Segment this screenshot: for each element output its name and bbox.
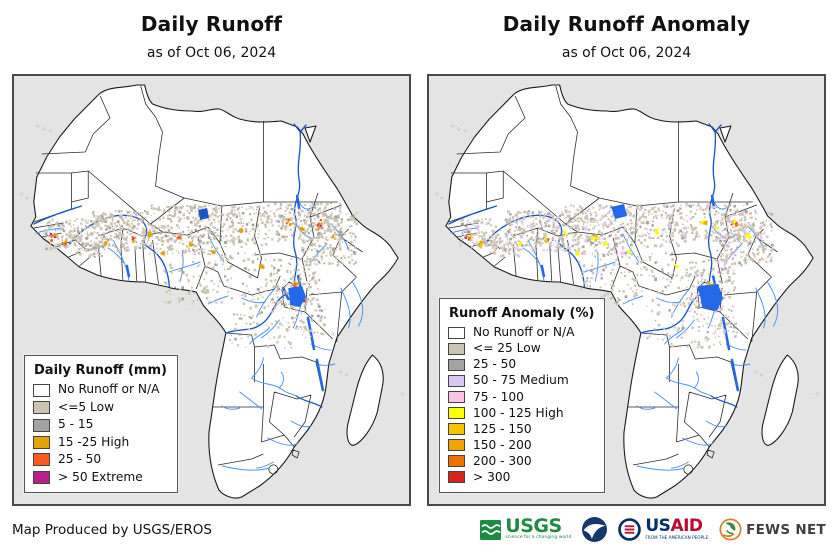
legend-swatch (33, 383, 50, 397)
legend-row: 15 -25 High (33, 434, 167, 449)
usaid-wordmark: USAID (645, 516, 703, 537)
fewsnet-logo: FEWS NET (719, 518, 826, 541)
legend-label: 50 - 75 Medium (473, 373, 569, 388)
legend-row: 50 - 75 Medium (448, 374, 594, 387)
africa-map-runoff-anomaly (429, 76, 824, 504)
legend-label: <= 25 Low (473, 341, 541, 356)
legend-label: 200 - 300 (473, 453, 532, 468)
legend-swatch (448, 343, 465, 356)
noaa-logo (582, 517, 608, 542)
maps-row: Daily Runoff as of Oct 06, 2024 Daily Ru… (12, 0, 826, 506)
legend-row: 100 - 125 High (448, 405, 594, 420)
usgs-wordmark: USGS (505, 515, 562, 538)
usaid-logo: USAID FROM THE AMERICAN PEOPLE (618, 518, 708, 541)
legend-row: 75 - 100 (448, 389, 594, 404)
legend-row: No Runoff or N/A (33, 382, 167, 397)
legend-swatch (448, 359, 465, 372)
map-subtitle-runoff-anomaly: as of Oct 06, 2024 (561, 45, 692, 61)
map-subtitle-daily-runoff: as of Oct 06, 2024 (146, 45, 277, 61)
map-canvas-runoff-anomaly: Runoff Anomaly (%) No Runoff or N/A <= 25… (427, 74, 826, 506)
legend-label: No Runoff or N/A (473, 325, 575, 340)
legend-swatch (448, 375, 465, 388)
legend-runoff-anomaly: Runoff Anomaly (%) No Runoff or N/A <= 25… (439, 298, 606, 493)
legend-swatch (33, 401, 50, 415)
legend-swatch (448, 423, 465, 436)
usaid-emblem-icon (618, 518, 642, 541)
noaa-icon (582, 517, 608, 542)
usgs-wave-icon (480, 519, 502, 540)
legend-label: 150 - 200 (473, 437, 532, 452)
legend-label: 5 - 15 (58, 417, 94, 432)
legend-row: 125 - 150 (448, 421, 594, 436)
legend-label: No Runoff or N/A (58, 382, 160, 397)
legend-label: > 300 (473, 469, 511, 484)
usgs-logo: USGS science for a changing world (480, 515, 572, 541)
usaid-tagline: FROM THE AMERICAN PEOPLE (645, 534, 709, 540)
legend-label: > 50 Extreme (58, 469, 143, 484)
legend-swatch (448, 471, 465, 484)
fewsnet-globe-icon (719, 518, 742, 541)
page-title-daily-runoff: Daily Runoff (140, 12, 283, 36)
legend-label: 100 - 125 High (473, 405, 564, 420)
panel-daily-runoff: Daily Runoff as of Oct 06, 2024 Daily Ru… (12, 0, 411, 506)
legend-row: > 50 Extreme (33, 469, 167, 484)
legend-row: <=5 Low (33, 399, 167, 415)
fewsnet-wordmark: FEWS NET (746, 521, 826, 538)
logo-strip: USGS science for a changing world USAID … (480, 517, 826, 542)
legend-swatch (448, 407, 465, 420)
legend-row: > 300 (448, 469, 594, 484)
legend-title: Runoff Anomaly (%) (449, 306, 595, 322)
legend-swatch (33, 418, 50, 432)
usgs-tagline: science for a changing world (505, 535, 572, 541)
legend-row: 5 - 15 (33, 417, 167, 432)
legend-swatch (33, 435, 50, 449)
legend-row: 25 - 50 (448, 358, 594, 371)
legend-label: <=5 Low (58, 399, 115, 414)
legend-title: Daily Runoff (mm) (34, 363, 167, 379)
legend-label: 15 -25 High (58, 434, 130, 449)
legend-row: 150 - 200 (448, 437, 594, 452)
legend-row: <= 25 Low (448, 342, 594, 355)
legend-label: 75 - 100 (473, 389, 524, 404)
legend-row: No Runoff or N/A (448, 326, 594, 339)
legend-swatch (448, 327, 465, 340)
map-canvas-daily-runoff: Daily Runoff (mm) No Runoff or N/A <=5 Lo… (12, 74, 411, 506)
page-title-runoff-anomaly: Daily Runoff Anomaly (502, 12, 751, 36)
legend-swatch (448, 455, 465, 468)
panel-runoff-anomaly: Daily Runoff Anomaly as of Oct 06, 2024 … (427, 0, 826, 506)
legend-row: 25 - 50 (33, 452, 167, 467)
legend-row: 200 - 300 (448, 453, 594, 468)
legend-swatch (33, 453, 50, 467)
legend-swatch (33, 470, 50, 484)
legend-daily-runoff: Daily Runoff (mm) No Runoff or N/A <=5 Lo… (24, 355, 178, 493)
legend-swatch (448, 439, 465, 452)
map-credit: Map Produced by USGS/EROS (12, 521, 212, 538)
legend-swatch (448, 391, 465, 404)
legend-label: 25 - 50 (58, 452, 102, 467)
footer: Map Produced by USGS/EROS USGS science f… (0, 517, 840, 542)
legend-label: 25 - 50 (473, 357, 517, 372)
legend-label: 125 - 150 (473, 421, 532, 436)
